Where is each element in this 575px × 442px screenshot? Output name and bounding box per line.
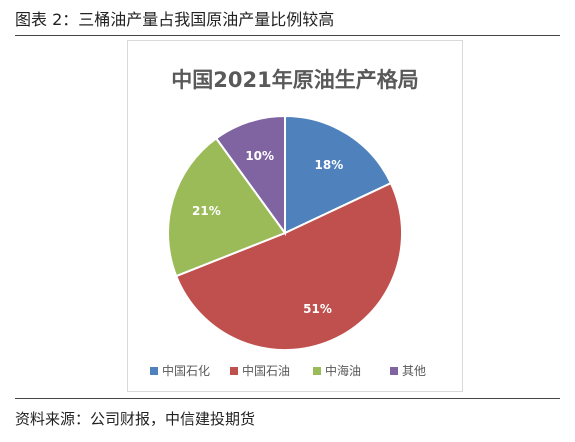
pie-slice-2: [167, 136, 287, 278]
chart-legend: 中国石化 中国石油 中海油 其他: [150, 363, 426, 378]
source-note: 资料来源：公司财报，中信建投期货: [15, 410, 256, 428]
legend-item-3: 其他: [390, 364, 426, 378]
bottom-rule: [15, 398, 560, 399]
data-label-1: 51%: [303, 302, 332, 316]
legend-label-2: 中海油: [325, 363, 361, 378]
legend-label-0: 中国石化: [162, 363, 210, 378]
top-rule: [15, 35, 560, 36]
legend-item-0: 中国石化: [150, 363, 210, 378]
pie-slice-1: [174, 181, 404, 352]
chart-frame: 中国2021年原油生产格局 18% 51% 21% 10% 中国石化 中国石油 中海油 其他: [127, 40, 463, 392]
pie-slice-3: [214, 114, 286, 237]
legend-swatch-2: [313, 367, 321, 375]
pie-slices: [167, 114, 404, 352]
pie-slice-0: [284, 114, 393, 235]
pie-data-labels: 18% 51% 21% 10%: [192, 149, 343, 316]
legend-label-1: 中国石油: [242, 363, 290, 378]
data-label-0: 18%: [315, 158, 344, 172]
data-label-3: 10%: [245, 149, 274, 163]
data-label-2: 21%: [192, 204, 221, 218]
chart-title: 中国2021年原油生产格局: [171, 68, 418, 92]
legend-item-1: 中国石油: [230, 363, 290, 378]
figure-caption: 图表 2：三桶油产量占我国原油产量比例较高: [15, 10, 335, 29]
legend-item-2: 中海油: [313, 363, 361, 378]
pie-chart: 中国2021年原油生产格局 18% 51% 21% 10% 中国石化 中国石油 中海油 其他: [150, 68, 426, 378]
legend-swatch-0: [150, 367, 158, 375]
legend-label-3: 其他: [402, 364, 426, 378]
legend-swatch-3: [390, 367, 398, 375]
legend-swatch-1: [230, 367, 238, 375]
